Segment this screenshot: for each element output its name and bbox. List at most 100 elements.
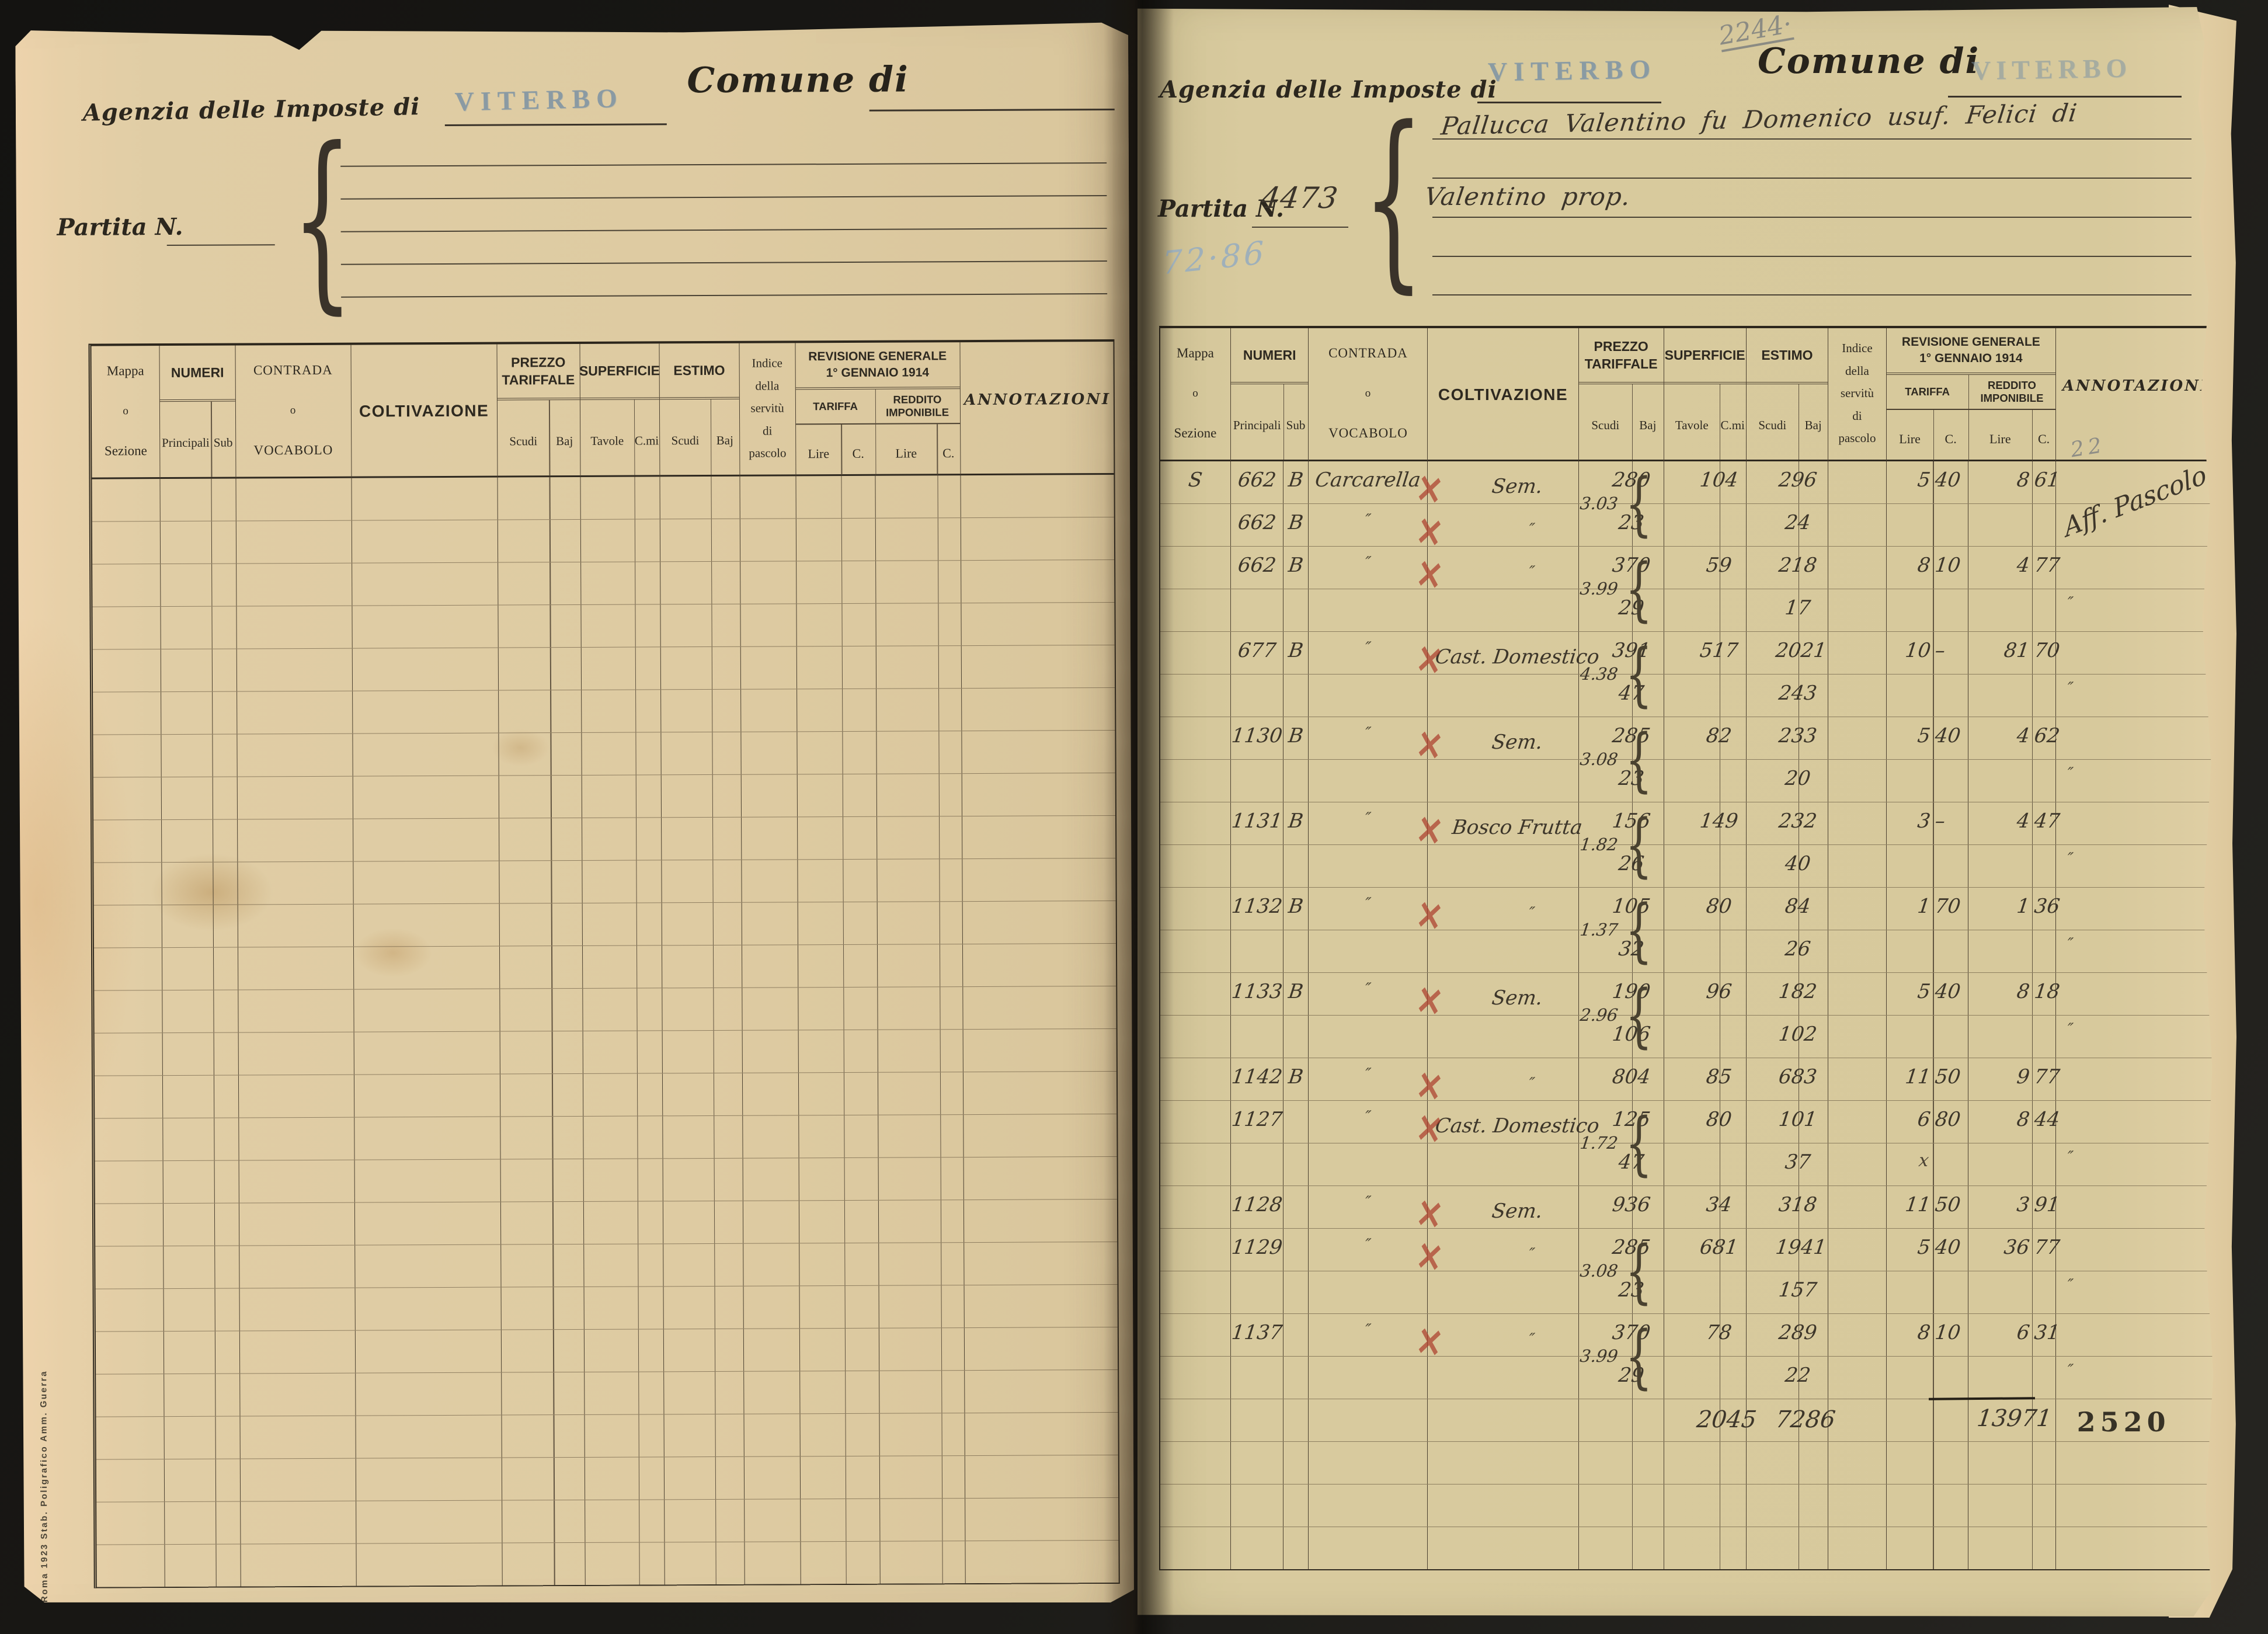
cell-tar: [1887, 675, 1969, 717]
cell-num: [164, 1246, 215, 1288]
cell-annot: [2056, 802, 2213, 844]
tariffa-lire: 6: [1916, 1108, 1932, 1131]
cell-tar: 11 50: [1887, 1186, 1969, 1228]
cell-num: 662: [1231, 461, 1284, 503]
contrada-value: ″: [1364, 1321, 1372, 1339]
cell-red: [877, 816, 962, 859]
cell-colt: × ″: [1413, 888, 1579, 941]
numero-sub: B: [1287, 511, 1305, 534]
ledger-right-page: 2244· Agenzia delle Imposte di VITERBO C…: [1138, 7, 2214, 1616]
cell-sup: [1664, 1484, 1747, 1527]
cell-contrada: [1309, 845, 1428, 887]
cell-red: [879, 1328, 965, 1371]
coltivazione-label: COLTIVAZIONE: [359, 401, 489, 420]
cell-red: [1968, 845, 2057, 887]
cell-colt: × ″: [1413, 1229, 1579, 1282]
cell-sup: [1664, 845, 1747, 887]
cell-tar: [1887, 845, 1969, 887]
cell-red: [881, 1541, 966, 1584]
cell-sub: [1283, 1357, 1309, 1399]
cell-sub: [213, 649, 237, 691]
cell-est: [664, 1414, 744, 1457]
cell-sub: [211, 479, 236, 521]
cell-num: [161, 522, 212, 564]
intestazione-line: [1432, 217, 2192, 218]
reddito-lire: 4: [2015, 809, 2031, 833]
col-header-prezzo: PREZZO TARIFFALE Scudi Baj: [1578, 328, 1664, 461]
estimo-value: 2021: [1774, 639, 1828, 662]
cell-num: [165, 1502, 216, 1544]
cell-indice: [743, 1286, 800, 1328]
superficie-value: 104: [1698, 468, 1740, 492]
cell-tar: [796, 476, 876, 519]
cell-contrada: Carcarella: [1309, 461, 1428, 503]
ledger-row: 29 17 ″: [1160, 589, 2214, 632]
cell-prezzo: [501, 1202, 584, 1244]
cell-contrada: ″: [1309, 1058, 1428, 1100]
cell-contrada: [236, 478, 352, 521]
cell-est: [661, 647, 741, 690]
rate-brace-group: 3.08{: [1579, 1236, 1661, 1305]
cell-indice: [1828, 1016, 1887, 1058]
tariffa-cent: 80: [1933, 1108, 1963, 1131]
cell-annot: [2056, 1442, 2213, 1484]
cell-indice: [743, 1329, 800, 1371]
cell-sup: 149: [1664, 802, 1747, 844]
col-header-revisione: REVISIONE GENERALE 1° GENNAIO 1914 TARIFF…: [795, 342, 961, 475]
cell-sup: [1664, 760, 1747, 802]
cell-num: [1231, 1016, 1284, 1058]
intestazione-line: [341, 293, 1107, 298]
reddito-lire: 8: [2015, 980, 2031, 1003]
col-header-superficie: SUPERFICIE Tavole C.mi: [1664, 328, 1747, 461]
cell-annot: [965, 1498, 1120, 1541]
cell-num: 1133: [1230, 973, 1283, 1015]
cell-prezzo: [502, 1500, 585, 1543]
cell-sup: [584, 1244, 664, 1287]
cent-label: C.: [852, 446, 864, 461]
vocabolo-label: VOCABOLO: [1328, 426, 1408, 440]
reddito-label: REDDITO IMPONIBILE: [886, 393, 949, 419]
cell-tar: [797, 774, 877, 817]
cell-num: [1231, 1357, 1284, 1399]
cell-sup: 80: [1664, 1101, 1747, 1143]
cell-red: 4 47: [1968, 802, 2061, 844]
ledger-row: [93, 645, 1115, 693]
cell-colt: [1428, 589, 1579, 631]
cell-contrada: [240, 1416, 356, 1459]
cell-mappa: [1160, 1058, 1231, 1100]
cell-contrada: [1309, 675, 1428, 717]
cell-red: [879, 1157, 964, 1200]
coltivazione-value: ″: [1527, 1244, 1536, 1263]
cell-num: [1231, 1143, 1284, 1185]
intestazione-line: [1432, 138, 2192, 140]
reddito-lire: 1: [2015, 895, 2031, 918]
cell-mappa: [1160, 1016, 1231, 1058]
mappa-o: o: [123, 404, 128, 417]
cell-est: 84: [1747, 888, 1829, 930]
cell-sub: [216, 1502, 241, 1544]
cell-contrada: ″: [1309, 504, 1428, 546]
estimo-value: 84: [1783, 895, 1812, 918]
cell-annot: [2056, 1314, 2213, 1356]
ledger-row: [94, 986, 1116, 1034]
cent-label: C.: [2037, 432, 2050, 446]
cell-contrada: [1309, 1143, 1428, 1185]
cell-est: [665, 1457, 745, 1500]
agenzia-underline: [1477, 102, 1661, 103]
baj-label: Baj: [1639, 418, 1657, 432]
cell-tar: [1887, 504, 1969, 546]
cell-annot: [964, 1327, 1119, 1370]
tariffa-cent: 40: [1933, 1236, 1963, 1259]
cell-tar: [799, 1115, 879, 1158]
rate-brace-group: 3.99{: [1579, 554, 1661, 623]
revisione-label: REVISIONE GENERALE: [1901, 335, 2040, 349]
cell-sup: [1664, 1442, 1747, 1484]
estimo-label: ESTIMO: [1746, 328, 1828, 384]
comune-label: Comune di: [687, 59, 909, 102]
ledger-row: [93, 731, 1115, 778]
cell-est: 7286: [1747, 1399, 1836, 1441]
cell-num: [162, 820, 213, 862]
cell-indice: [743, 1243, 800, 1285]
cell-contrada: ″: [1309, 1229, 1428, 1271]
